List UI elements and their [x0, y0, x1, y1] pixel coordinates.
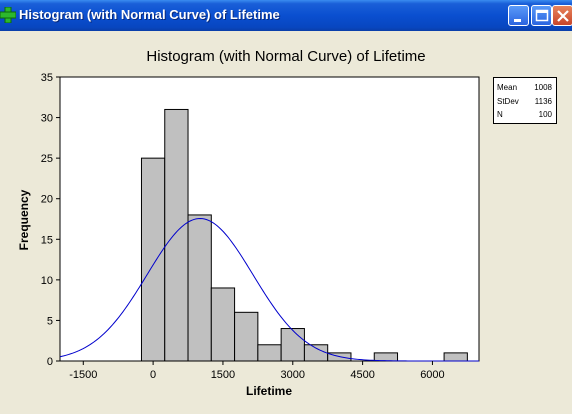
x-tick-label: 1500	[211, 369, 235, 381]
legend-value: 1136	[534, 97, 552, 106]
histogram-bar	[164, 108, 189, 362]
legend-label: N	[497, 110, 503, 119]
legend-value: 1008	[534, 83, 552, 92]
x-tick-label: -1500	[69, 369, 97, 381]
minitab-plus-icon	[0, 7, 16, 23]
y-tick-label: 25	[41, 153, 53, 165]
legend-row-n: N 100	[497, 110, 552, 122]
y-tick-label: 5	[47, 315, 53, 327]
window-title: Histogram (with Normal Curve) of Lifetim…	[19, 7, 280, 22]
x-tick-label: 0	[150, 369, 156, 381]
x-axis-label: Lifetime	[246, 384, 292, 398]
y-tick-label: 10	[41, 275, 53, 287]
legend-label: Mean	[497, 83, 518, 92]
histogram-bar	[303, 344, 329, 362]
histogram-bar	[187, 214, 212, 362]
chart-title: Histogram (with Normal Curve) of Lifetim…	[146, 48, 426, 65]
histogram-bar	[280, 328, 305, 362]
y-tick-label: 0	[47, 356, 53, 368]
legend-row-stdev: StDev 1136	[497, 97, 552, 109]
minimize-icon	[514, 19, 521, 22]
summary-stats-legend: Mean 1008 StDev 1136 N 100	[493, 77, 557, 124]
histogram-bar	[257, 344, 282, 362]
y-tick-label: 35	[41, 72, 53, 84]
x-tick-label: 6000	[420, 369, 444, 381]
legend-row-mean: Mean 1008	[497, 83, 552, 95]
y-tick-label: 30	[41, 113, 53, 125]
window-titlebar[interactable]: Histogram (with Normal Curve) of Lifetim…	[0, 0, 572, 31]
close-button[interactable]	[552, 5, 572, 26]
histogram-bar	[373, 352, 399, 362]
histogram-bar	[443, 352, 468, 362]
legend-label: StDev	[497, 97, 519, 106]
close-icon	[557, 10, 569, 22]
y-axis-label: Frequency	[17, 189, 31, 250]
plot-area	[59, 76, 480, 362]
x-tick-label: 3000	[281, 369, 305, 381]
x-tick-label: 4500	[350, 369, 374, 381]
minimize-button[interactable]	[508, 5, 529, 26]
normal-curve	[59, 218, 479, 362]
maximize-icon	[535, 9, 549, 22]
maximize-button[interactable]	[531, 5, 552, 26]
y-tick-label: 20	[41, 194, 53, 206]
histogram-bar	[210, 287, 236, 362]
legend-value: 100	[538, 110, 552, 119]
y-tick-label: 15	[41, 234, 53, 246]
histogram-bar	[140, 157, 166, 362]
histogram-bar	[234, 311, 259, 362]
